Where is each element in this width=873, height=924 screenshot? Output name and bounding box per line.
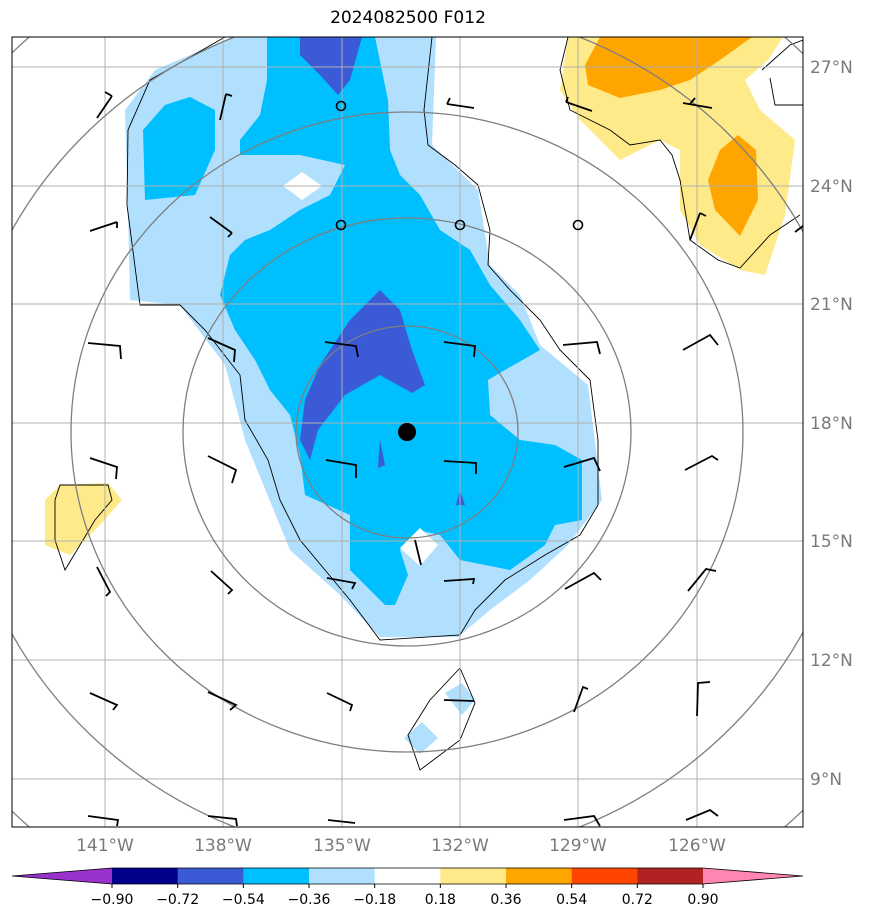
longitude-labels: 141°W 138°W 135°W 132°W 129°W 126°W — [76, 836, 726, 856]
lon-label: 126°W — [668, 836, 726, 856]
colorbar-tick-label: 0.90 — [687, 892, 718, 908]
colorbar-segment — [177, 868, 244, 884]
shading-cyan-left — [143, 97, 215, 200]
colorbar-segment — [374, 868, 441, 884]
shading-dark-blue-top — [300, 37, 362, 95]
colorbar-tick-label: −0.36 — [288, 892, 331, 908]
shading-dark-blue-spot1 — [378, 440, 385, 468]
colorbar: −0.90 −0.72 −0.54 −0.36 −0.18 0.18 0.36 0.54 0.7… — [11, 867, 804, 908]
grid — [12, 37, 803, 827]
lat-label: 9°N — [810, 770, 842, 790]
map-title: 2024082500 F012 — [330, 8, 486, 28]
colorbar-extend-low — [12, 868, 112, 884]
lat-label: 27°N — [810, 58, 853, 78]
colorbar-tick-label: −0.90 — [91, 892, 134, 908]
contour-lines — [54, 37, 803, 771]
lon-label: 129°W — [549, 836, 607, 856]
colorbar-segment — [440, 868, 507, 884]
colorbar-extend-high — [703, 868, 803, 884]
colorbar-segment — [309, 868, 376, 884]
map-frame — [11, 36, 804, 828]
colorbar-segment — [571, 868, 638, 884]
lat-label: 18°N — [810, 414, 853, 434]
colorbar-tick-label: −0.72 — [156, 892, 199, 908]
lat-label: 15°N — [810, 532, 853, 552]
wind-barbs — [87, 91, 803, 827]
latitude-labels: 27°N 24°N 21°N 18°N 15°N 12°N 9°N — [810, 58, 853, 790]
colorbar-tick-label: 0.36 — [490, 892, 521, 908]
shading-dark-blue-core — [300, 290, 425, 460]
lon-label: 132°W — [431, 836, 489, 856]
shading-light-blue-bottom2 — [404, 722, 438, 754]
colorbar-tick-label: −0.54 — [222, 892, 265, 908]
shading-white-inlet — [400, 528, 438, 566]
lon-label: 135°W — [313, 836, 371, 856]
storm-center-marker — [398, 423, 416, 441]
lon-label: 141°W — [76, 836, 134, 856]
colorbar-segment — [243, 868, 310, 884]
calm-markers — [335, 100, 584, 231]
lon-label: 138°W — [194, 836, 252, 856]
colorbar-segment — [637, 868, 704, 884]
colorbar-tick-label: 0.18 — [425, 892, 456, 908]
lat-label: 12°N — [810, 651, 853, 671]
colorbar-tick-label: 0.72 — [622, 892, 653, 908]
lat-label: 24°N — [810, 177, 853, 197]
colorbar-segment — [506, 868, 573, 884]
colorbar-tick-label: −0.18 — [353, 892, 396, 908]
colorbar-segment — [112, 868, 179, 884]
colorbar-tick-label: 0.54 — [556, 892, 587, 908]
lat-label: 21°N — [810, 295, 853, 315]
